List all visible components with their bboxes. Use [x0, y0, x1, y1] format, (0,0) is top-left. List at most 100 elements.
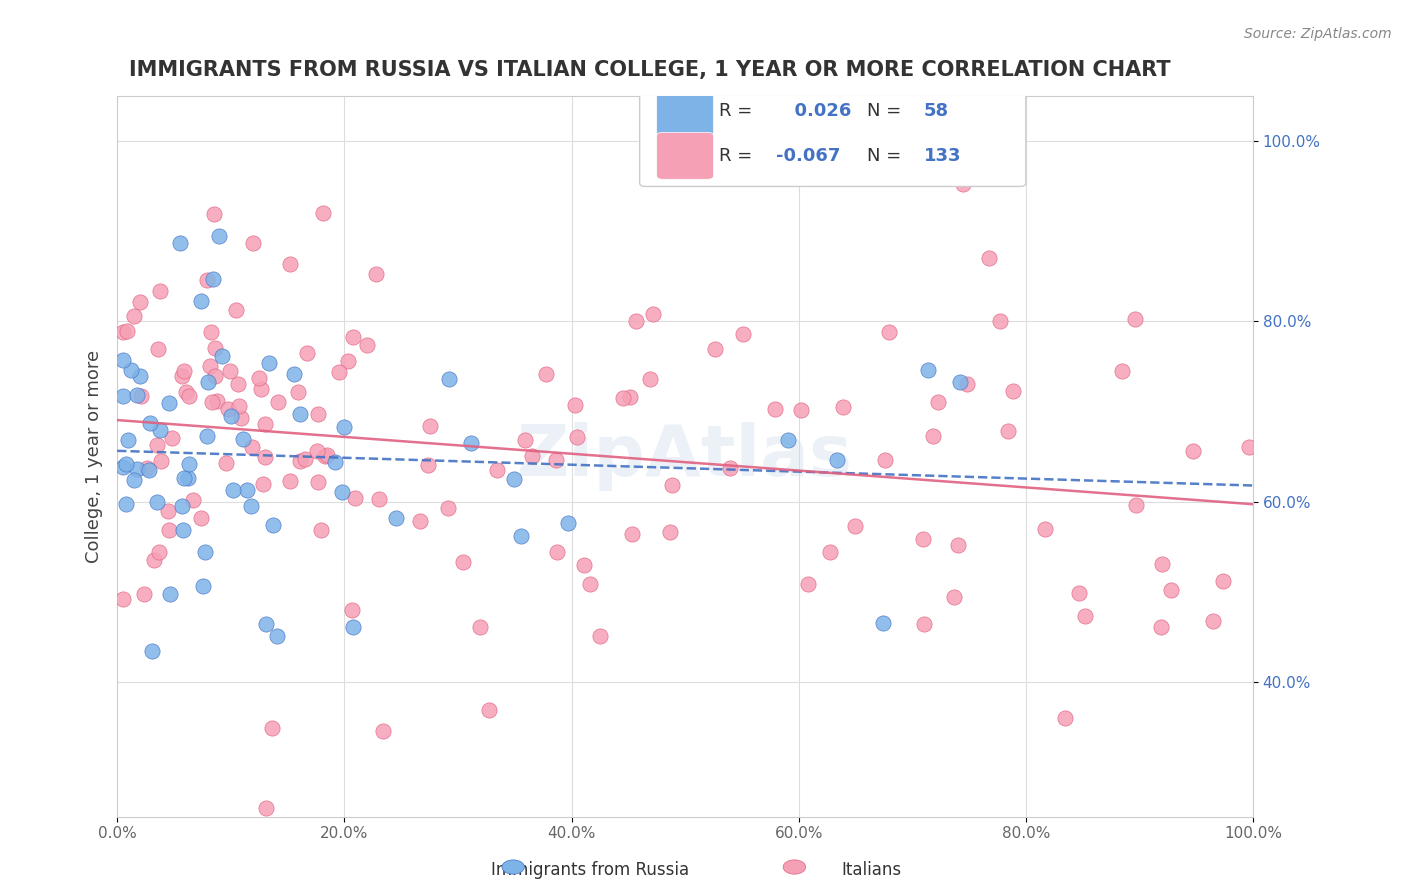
- Italians: [249, 382, 271, 396]
- Italians: [129, 389, 152, 403]
- Immigrants from Russia: [211, 349, 233, 363]
- Italians: [217, 401, 239, 416]
- Italians: [478, 703, 501, 717]
- Immigrants from Russia: [254, 617, 277, 632]
- Italians: [912, 617, 935, 632]
- Italians: [307, 475, 329, 489]
- Italians: [143, 553, 166, 567]
- Italians: [170, 369, 193, 384]
- Immigrants from Russia: [159, 587, 181, 601]
- Italians: [911, 533, 934, 547]
- Text: Italians: Italians: [842, 861, 901, 879]
- Italians: [278, 257, 301, 271]
- Italians: [436, 500, 458, 515]
- Italians: [1053, 711, 1076, 725]
- Immigrants from Russia: [259, 356, 281, 370]
- Immigrants from Russia: [509, 529, 531, 543]
- Italians: [228, 399, 250, 413]
- FancyBboxPatch shape: [657, 89, 713, 136]
- Immigrants from Russia: [117, 433, 139, 447]
- Immigrants from Russia: [169, 235, 191, 250]
- Immigrants from Russia: [127, 462, 149, 476]
- Immigrants from Russia: [949, 375, 972, 389]
- Immigrants from Russia: [111, 459, 134, 474]
- Immigrants from Russia: [190, 293, 212, 308]
- Italians: [122, 309, 145, 323]
- Immigrants from Russia: [141, 644, 163, 658]
- Italians: [416, 458, 439, 473]
- Text: N =: N =: [868, 147, 901, 165]
- Italians: [1212, 574, 1234, 588]
- Italians: [453, 555, 475, 569]
- Italians: [658, 525, 681, 540]
- Immigrants from Russia: [129, 369, 152, 384]
- Italians: [201, 394, 224, 409]
- Text: IMMIGRANTS FROM RUSSIA VS ITALIAN COLLEGE, 1 YEAR OR MORE CORRELATION CHART: IMMIGRANTS FROM RUSSIA VS ITALIAN COLLEG…: [128, 60, 1170, 79]
- Text: 58: 58: [924, 102, 949, 120]
- Italians: [247, 370, 270, 384]
- Italians: [226, 377, 249, 392]
- Immigrants from Russia: [825, 453, 848, 467]
- Immigrants from Russia: [917, 362, 939, 376]
- Italians: [177, 389, 200, 403]
- Italians: [409, 514, 432, 528]
- Italians: [844, 519, 866, 533]
- Italians: [173, 364, 195, 378]
- Italians: [240, 441, 263, 455]
- Italians: [111, 325, 134, 339]
- Immigrants from Russia: [197, 375, 219, 389]
- Italians: [875, 452, 897, 467]
- Immigrants from Russia: [145, 495, 167, 509]
- Italians: [589, 629, 612, 643]
- Italians: [342, 330, 364, 344]
- Italians: [218, 364, 240, 378]
- Italians: [790, 403, 813, 417]
- Italians: [367, 492, 389, 507]
- Immigrants from Russia: [557, 516, 579, 530]
- Italians: [287, 385, 309, 400]
- Italians: [988, 314, 1011, 328]
- Immigrants from Russia: [240, 499, 263, 513]
- Italians: [146, 342, 169, 356]
- Italians: [344, 491, 367, 505]
- Italians: [731, 327, 754, 342]
- Immigrants from Russia: [288, 407, 311, 421]
- Italians: [156, 504, 179, 518]
- Italians: [312, 206, 335, 220]
- Italians: [718, 461, 741, 475]
- Immigrants from Russia: [114, 498, 136, 512]
- Italians: [470, 620, 492, 634]
- Immigrants from Russia: [127, 388, 149, 402]
- Italians: [1152, 557, 1174, 571]
- Italians: [1202, 615, 1225, 629]
- Italians: [204, 368, 226, 383]
- Immigrants from Russia: [194, 545, 217, 559]
- Immigrants from Russia: [201, 272, 224, 286]
- Text: 0.026: 0.026: [782, 102, 851, 120]
- Italians: [254, 800, 277, 814]
- Italians: [921, 429, 943, 443]
- FancyBboxPatch shape: [640, 78, 1026, 186]
- Immigrants from Russia: [208, 228, 231, 243]
- Italians: [1111, 364, 1133, 378]
- Italians: [266, 395, 288, 409]
- Italians: [612, 391, 634, 405]
- Immigrants from Russia: [460, 436, 482, 450]
- Italians: [132, 587, 155, 601]
- Y-axis label: College, 1 year or more: College, 1 year or more: [86, 350, 103, 563]
- Italians: [997, 424, 1019, 438]
- Italians: [149, 284, 172, 298]
- Immigrants from Russia: [232, 432, 254, 446]
- Italians: [262, 722, 284, 736]
- Immigrants from Russia: [149, 423, 172, 437]
- Immigrants from Russia: [114, 457, 136, 471]
- Italians: [661, 477, 683, 491]
- Text: ZipAtlas: ZipAtlas: [517, 422, 853, 491]
- Italians: [200, 326, 222, 340]
- Text: R =: R =: [718, 147, 752, 165]
- Immigrants from Russia: [111, 352, 134, 367]
- Immigrants from Russia: [776, 433, 799, 447]
- Italians: [534, 367, 557, 381]
- Italians: [946, 539, 969, 553]
- Italians: [336, 353, 359, 368]
